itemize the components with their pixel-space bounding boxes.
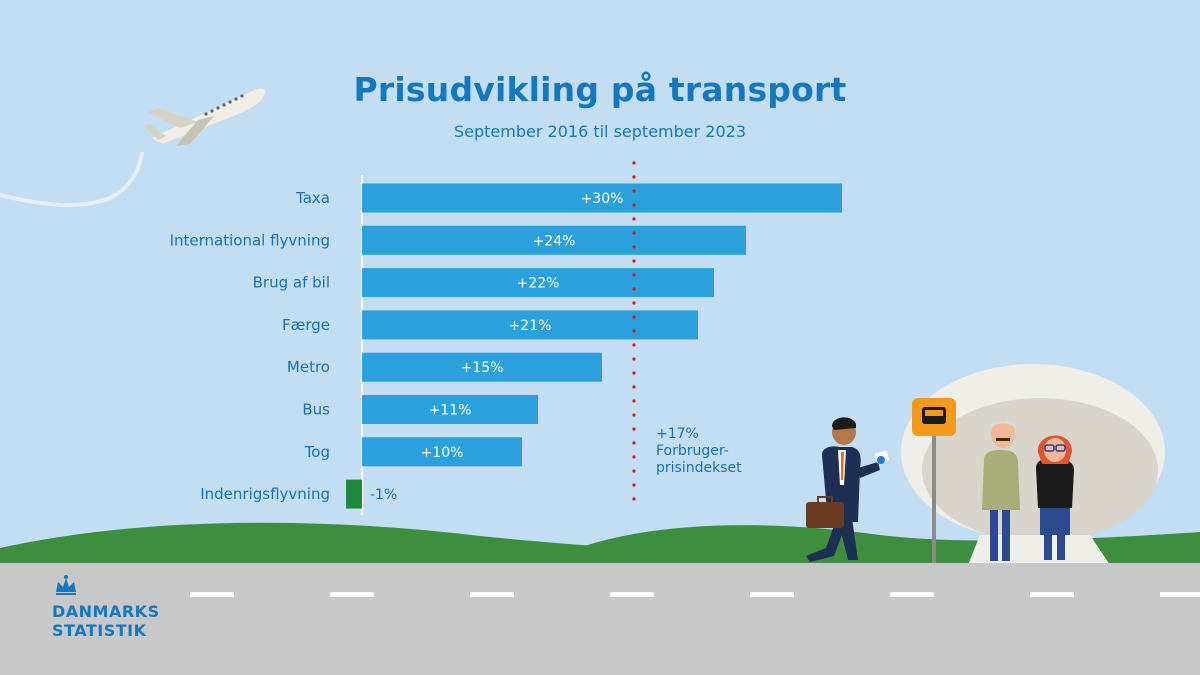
person-businessman: [806, 417, 890, 562]
bar-5: [362, 395, 538, 424]
reference-dot: [632, 287, 636, 291]
reference-label-line1: Forbruger-: [656, 443, 729, 459]
reference-dot: [632, 385, 636, 389]
category-label-2: Brug af bil: [253, 274, 330, 292]
reference-dot: [632, 329, 636, 333]
logo-line-1: DANMARKS: [52, 602, 160, 621]
reference-dot: [632, 497, 636, 501]
reference-line: [632, 161, 636, 501]
value-label-5: +11%: [429, 403, 472, 419]
category-label-1: International flyvning: [170, 231, 330, 249]
reference-dot: [632, 203, 636, 207]
category-label-6: Tog: [304, 443, 330, 461]
reference-dot: [632, 427, 636, 431]
reference-dot: [632, 231, 636, 235]
reference-dot: [632, 441, 636, 445]
category-label-7: Indenrigsflyvning: [200, 485, 330, 503]
reference-dot: [632, 469, 636, 473]
airplane-icon: [144, 88, 266, 146]
bar-7: [346, 479, 362, 509]
bar-3: [362, 310, 698, 340]
bar-1: [362, 225, 746, 255]
reference-dot: [632, 245, 636, 249]
reference-dot: [632, 273, 636, 277]
reference-dot: [632, 175, 636, 179]
value-label-0: +30%: [581, 191, 624, 207]
bar-2: [362, 268, 714, 298]
reference-dot: [632, 315, 636, 319]
reference-dot: [632, 301, 636, 305]
reference-dot: [632, 455, 636, 459]
reference-dot: [632, 189, 636, 193]
reference-dot: [632, 343, 636, 347]
chart-title: Prisudvikling på transport: [353, 70, 847, 109]
reference-dot: [632, 357, 636, 361]
category-label-3: Færge: [282, 316, 330, 334]
category-label-4: Metro: [287, 358, 330, 376]
reference-dot: [632, 259, 636, 263]
value-label-1: +24%: [533, 233, 576, 249]
value-label-4: +15%: [461, 360, 504, 376]
logo-line-2: STATISTIK: [52, 621, 147, 640]
category-label-5: Bus: [302, 401, 330, 419]
reference-value-label: +17%: [656, 426, 699, 442]
person-older-man: [982, 420, 1020, 561]
bus-stop-sign: [912, 398, 956, 565]
person-woman: [1036, 435, 1074, 560]
reference-dot: [632, 371, 636, 375]
road: [0, 563, 1200, 675]
logo: DANMARKS STATISTIK: [52, 574, 160, 640]
chart-subtitle: September 2016 til september 2023: [454, 122, 746, 141]
bar-0: [362, 183, 842, 213]
reference-dot: [632, 161, 636, 165]
value-label-3: +21%: [509, 318, 552, 334]
reference-dot: [632, 413, 636, 417]
reference-dot: [632, 483, 636, 487]
reference-dot: [632, 217, 636, 221]
category-label-0: Taxa: [295, 189, 330, 207]
value-label-6: +10%: [421, 445, 464, 461]
bar-6: [362, 437, 522, 467]
reference-label-line2: prisindekset: [656, 460, 742, 476]
reference-dot: [632, 399, 636, 403]
value-label-7: -1%: [370, 487, 397, 503]
bar-4: [362, 352, 602, 382]
value-label-2: +22%: [517, 276, 560, 292]
crown-icon: [56, 575, 76, 595]
